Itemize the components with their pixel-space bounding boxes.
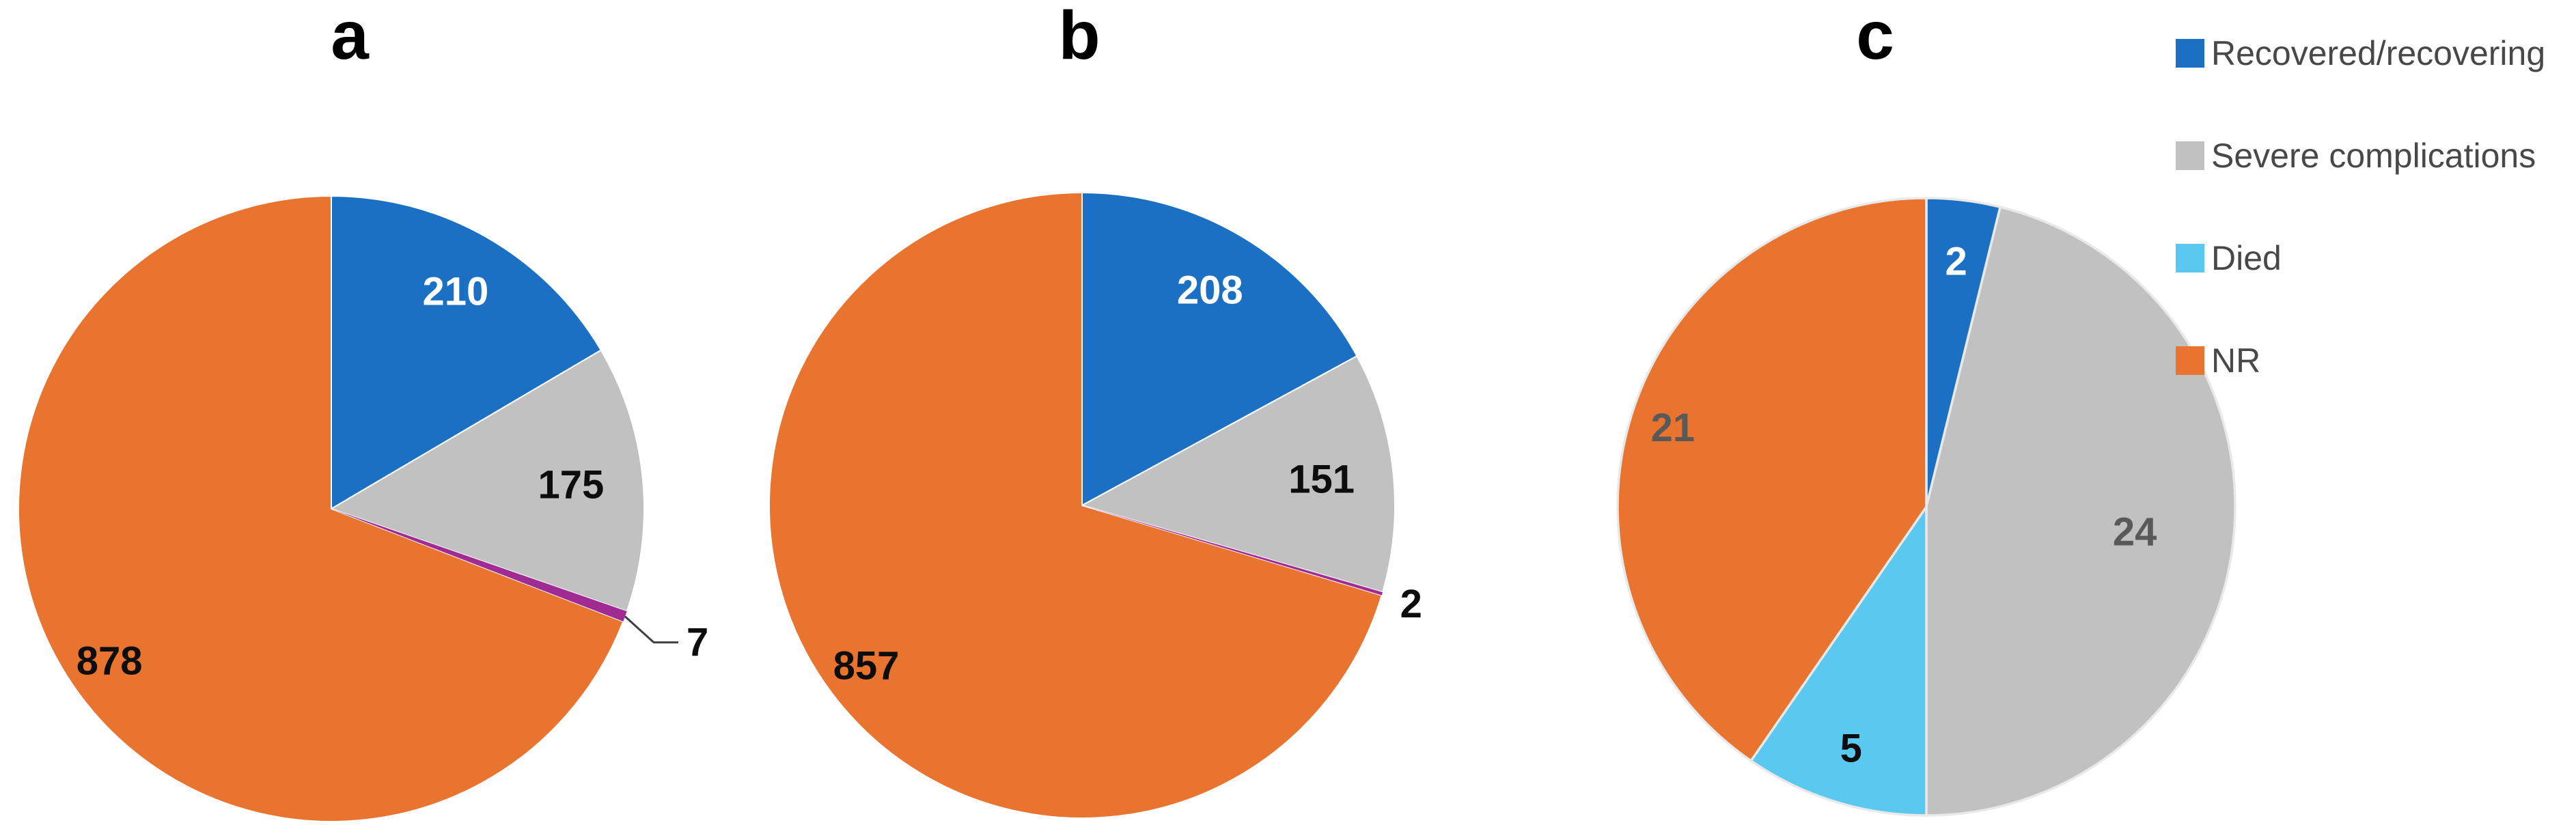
pie-c-slice-nr [1616,197,1928,762]
pie-a-label-nr: 878 [77,639,143,683]
legend-item-severe-complications: Severe complications [2176,137,2545,175]
legend-label-recovered: Recovered/recovering [2211,34,2546,72]
legend-label-nr: NR [2211,341,2261,380]
chart-a-title: a [331,0,369,74]
pie-a-label-severe-complications: 175 [538,463,605,507]
pie-a-slice-recovered-recovering [331,195,602,509]
pie-b-slice-died [1082,505,1383,596]
nr-swatch-icon [2176,346,2204,375]
chart-b-title: b [1058,0,1100,74]
pie-a-label-died: 7 [687,620,708,665]
pie-a-slice-nr [18,195,624,822]
chart-c-title: c [1856,0,1894,74]
severe-complications-swatch-icon [2176,141,2204,170]
recovered-swatch-icon [2176,39,2204,68]
pie-c-slice-died [1749,505,1928,817]
pie-c-label-died: 5 [1840,726,1862,770]
legend-item-nr: NR [2176,341,2545,380]
pie-c-slice-severe-complications [1925,206,2236,817]
legend-label-died: Died [2211,239,2282,277]
pie-b-label-severe-complications: 151 [1288,457,1355,501]
pie-c-label-recovered-recovering: 2 [1945,240,1967,284]
legend-item-recovered: Recovered/recovering [2176,34,2545,72]
pie-b-slice-recovered-recovering [1081,192,1358,506]
legend-item-died: Died [2176,239,2545,277]
legend: Recovered/recovering Severe complication… [2176,34,2545,448]
pie-c-label-severe-complications: 24 [2113,510,2157,555]
legend-label-severe-complications: Severe complications [2211,137,2536,175]
pie-a-slice-died [331,509,627,622]
pie-b-slice-nr [768,192,1383,819]
pie-b-label-recovered-recovering: 208 [1177,268,1243,313]
pie-a-leader-line [624,615,679,644]
pie-c-label-nr: 21 [1651,406,1695,450]
pie-b-slice-severe-complications [1081,355,1396,593]
pie-a-slice-severe-complications [331,349,645,613]
pie-a-label-recovered-recovering: 210 [422,269,488,313]
pie-b-label-nr: 857 [833,644,900,688]
pie-b-label-died: 2 [1400,582,1422,626]
died-swatch-icon [2176,244,2204,272]
